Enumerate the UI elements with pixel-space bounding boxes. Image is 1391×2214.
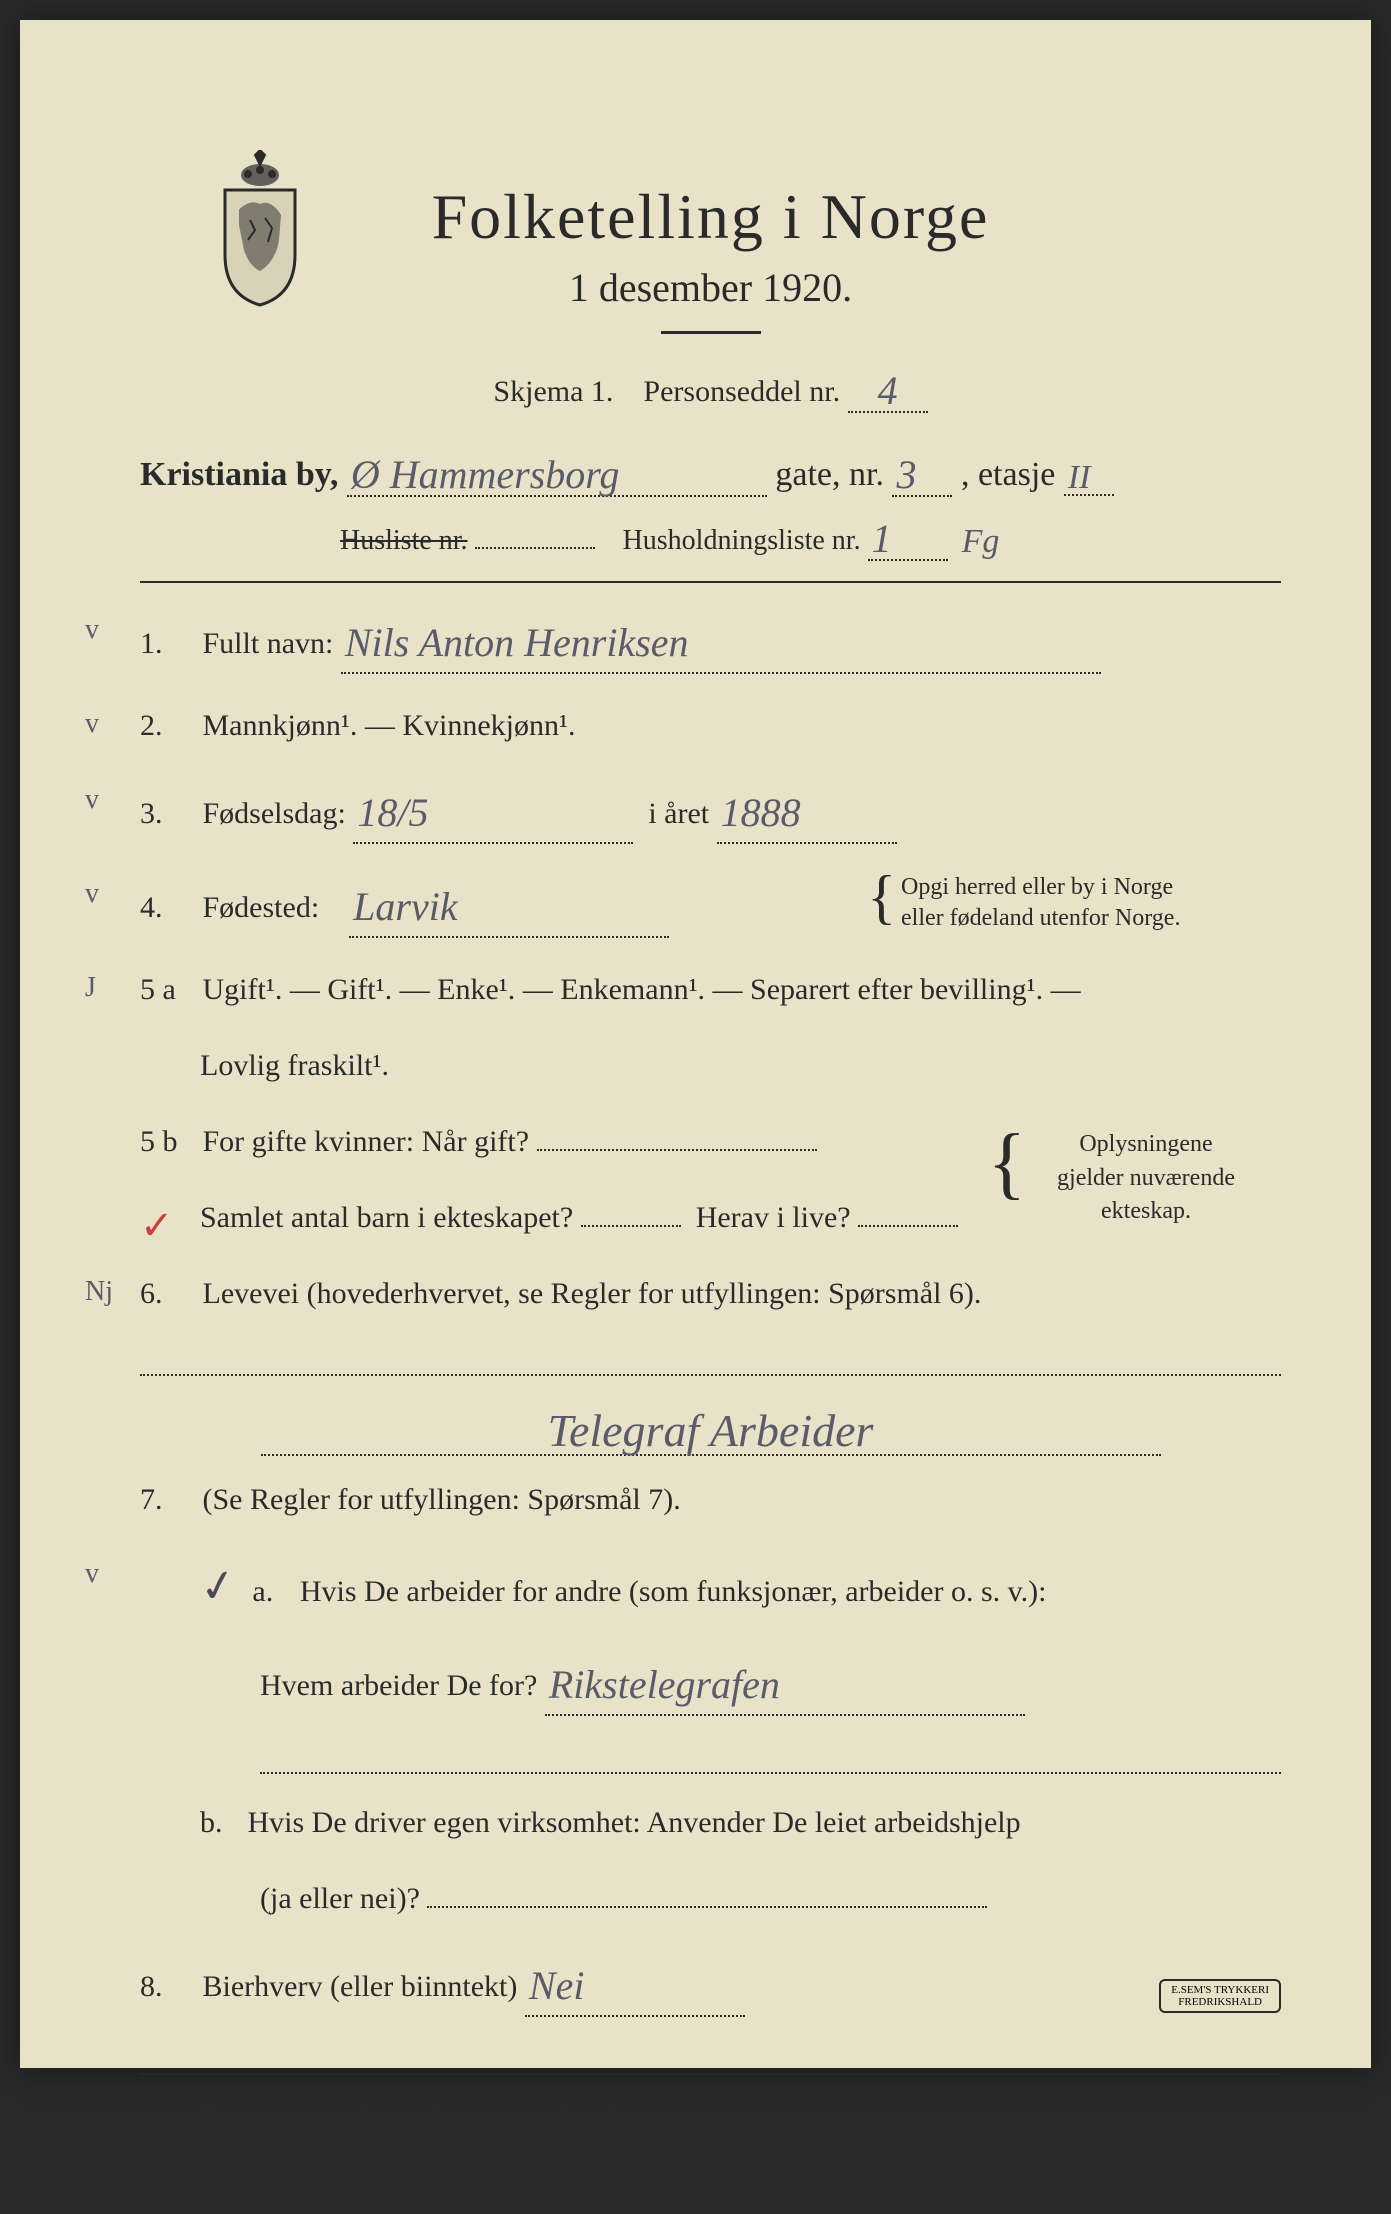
- q4-side-b: eller fødeland utenfor Norge.: [901, 905, 1180, 931]
- margin-mark-1: v: [85, 608, 99, 653]
- q4-label: Fødested:: [203, 891, 320, 924]
- q3-num: 3.: [140, 790, 195, 838]
- note-line: Har man ingen biinntekt av nogen betydni…: [200, 2100, 1281, 2142]
- q5b-label-c: Herav i live?: [696, 1201, 851, 1234]
- q7a-row2: Hvem arbeider De for? Rikstelegrafen: [260, 1650, 1281, 1716]
- q1-num: 1.: [140, 620, 195, 668]
- q5a-text2: Lovlig fraskilt¹.: [200, 1049, 389, 1082]
- footnote-num: 1: [140, 2184, 149, 2204]
- personseddel-nr: 4: [878, 368, 898, 413]
- q8-blank-line: [140, 2045, 1281, 2075]
- q7a-blank-line: [260, 1744, 1281, 1774]
- q6-row: Nj 6. Levevei (hovederhvervet, se Regler…: [140, 1270, 1281, 1318]
- red-margin-mark: ✓: [140, 1194, 174, 1258]
- q7-label: (Se Regler for utfyllingen: Spørsmål 7).: [203, 1483, 681, 1516]
- q7b-letter: b.: [200, 1799, 240, 1847]
- margin-mark-4: v: [85, 872, 99, 917]
- q7b-line2: (ja eller nei)?: [260, 1882, 420, 1915]
- skjema-label-a: Skjema 1.: [493, 375, 613, 408]
- gate-label: gate, nr.: [775, 456, 884, 493]
- check-icon: ✓: [194, 1549, 243, 1625]
- q1-value: Nils Anton Henriksen: [345, 620, 689, 665]
- footnote-rule: [140, 2172, 260, 2174]
- q1-label: Fullt navn:: [203, 627, 334, 660]
- q3-label-b: i året: [648, 797, 709, 830]
- stamp-line2: FREDRIKSHALD: [1178, 1996, 1262, 2008]
- margin-mark-3: v: [85, 778, 99, 823]
- margin-mark-6: Nj: [85, 1270, 113, 1315]
- husliste-line: Husliste nr. Husholdningsliste nr. 1 Fg: [340, 512, 1281, 561]
- q3-row: v 3. Fødselsdag: 18/5 i året 1888: [140, 778, 1281, 844]
- husliste-label-a: Husliste nr.: [340, 525, 468, 556]
- brace-5b-icon: {: [988, 1123, 1026, 1203]
- q8-label: Bierhverv (eller biinntekt): [203, 1970, 518, 2003]
- etasje-label: , etasje: [961, 456, 1055, 493]
- q7b-row: b. Hvis De driver egen virksomhet: Anven…: [200, 1799, 1281, 1847]
- q7a-value: Rikstelegrafen: [549, 1662, 780, 1707]
- gate-nr: 3: [896, 452, 916, 497]
- q7a-row: v ✓ a. Hvis De arbeider for andre (som f…: [200, 1552, 1281, 1622]
- q6-value-line: Telegraf Arbeider: [140, 1401, 1281, 1456]
- q3-year: 1888: [721, 790, 801, 835]
- q7b-row2: (ja eller nei)?: [260, 1875, 1281, 1923]
- q5b-side-a: Oplysningene: [1079, 1131, 1212, 1157]
- footnote: 1 Her kan svares ved tydelig understrekn…: [140, 2184, 1281, 2214]
- q6-num: 6.: [140, 1270, 195, 1318]
- q2-row: v 2. Mannkjønn¹. — Kvinnekjønn¹.: [140, 702, 1281, 750]
- skjema-line: Skjema 1. Personseddel nr. 4: [140, 364, 1281, 413]
- q7a-line1: Hvis De arbeider for andre (som funksjon…: [300, 1575, 1047, 1608]
- etasje-val: II: [1068, 459, 1091, 496]
- q3-label-a: Fødselsdag:: [203, 797, 346, 830]
- q8-num: 8.: [140, 1963, 195, 2011]
- q5b-label-b: Samlet antal barn i ekteskapet?: [200, 1201, 573, 1234]
- q6-label: Levevei (hovederhvervet, se Regler for u…: [203, 1277, 982, 1310]
- q3-day: 18/5: [357, 790, 428, 835]
- q5b-row2: ✓ Samlet antal barn i ekteskapet? Herav …: [200, 1194, 1281, 1242]
- footnote-text: Her kan svares ved tydelig understreknin…: [160, 2188, 765, 2213]
- husliste-label-b: Husholdningsliste nr.: [623, 525, 861, 556]
- margin-mark-7: v: [85, 1552, 99, 1597]
- skjema-label-b: Personseddel nr.: [643, 375, 840, 408]
- brace-icon: {: [867, 867, 896, 927]
- q4-num: 4.: [140, 884, 195, 932]
- q5b-num: 5 b: [140, 1118, 195, 1166]
- q4-value: Larvik: [353, 884, 457, 929]
- stamp-line1: E.SEM'S TRYKKERI: [1171, 1984, 1269, 1996]
- q5b-side-b: gjelder nuværende: [1057, 1165, 1235, 1191]
- q7a-letter: a.: [252, 1568, 292, 1616]
- q2-num: 2.: [140, 702, 195, 750]
- q5a-row2: Lovlig fraskilt¹.: [200, 1042, 1281, 1090]
- margin-mark-2: v: [85, 702, 99, 747]
- q7-row: 7. (Se Regler for utfyllingen: Spørsmål …: [140, 1476, 1281, 1524]
- q6-value: Telegraf Arbeider: [548, 1405, 874, 1456]
- q6-blank-line: [140, 1346, 1281, 1376]
- q2-label: Mannkjønn¹. — Kvinnekjønn¹.: [203, 709, 576, 742]
- q7-num: 7.: [140, 1476, 195, 1524]
- q7b-line1: Hvis De driver egen virksomhet: Anvender…: [248, 1806, 1021, 1839]
- title-divider: [661, 331, 761, 334]
- header-block: Folketelling i Norge 1 desember 1920.: [140, 180, 1281, 334]
- printer-stamp: E.SEM'S TRYKKERI FREDRIKSHALD: [1159, 1979, 1281, 2013]
- q5a-text: Ugift¹. — Gift¹. — Enke¹. — Enkemann¹. —…: [203, 973, 1081, 1006]
- q4-sidenote: Opgi herred eller by i Norge eller fødel…: [901, 872, 1281, 934]
- street-name: Ø Hammersborg: [351, 452, 620, 497]
- q5b-row: 5 b For gifte kvinner: Når gift? { Oplys…: [140, 1118, 1281, 1166]
- q4-row: v 4. Fødested: Larvik { Opgi herred elle…: [140, 872, 1281, 938]
- q4-side-a: Opgi herred eller by i Norge: [901, 874, 1173, 900]
- coat-of-arms-icon: [200, 150, 320, 310]
- census-form-page: Folketelling i Norge 1 desember 1920. Sk…: [20, 20, 1371, 2068]
- q7a-line2: Hvem arbeider De for?: [260, 1669, 537, 1702]
- q1-row: v 1. Fullt navn: Nils Anton Henriksen: [140, 608, 1281, 674]
- hushold-extra: Fg: [962, 523, 1000, 560]
- kristiania-prefix: Kristiania by,: [140, 456, 338, 493]
- hushold-nr: 1: [872, 516, 892, 561]
- margin-mark-5a: J: [85, 966, 96, 1011]
- q8-value: Nei: [529, 1963, 585, 2008]
- section-rule: [140, 581, 1281, 583]
- q8-row: 8. Bierhverv (eller biinntekt) Nei: [140, 1951, 1281, 2017]
- q5a-row: J 5 a Ugift¹. — Gift¹. — Enke¹. — Enkema…: [140, 966, 1281, 1014]
- q5a-num: 5 a: [140, 966, 195, 1014]
- q5b-label-a: For gifte kvinner: Når gift?: [203, 1125, 530, 1158]
- kristiania-line: Kristiania by, Ø Hammersborg gate, nr. 3…: [140, 448, 1281, 497]
